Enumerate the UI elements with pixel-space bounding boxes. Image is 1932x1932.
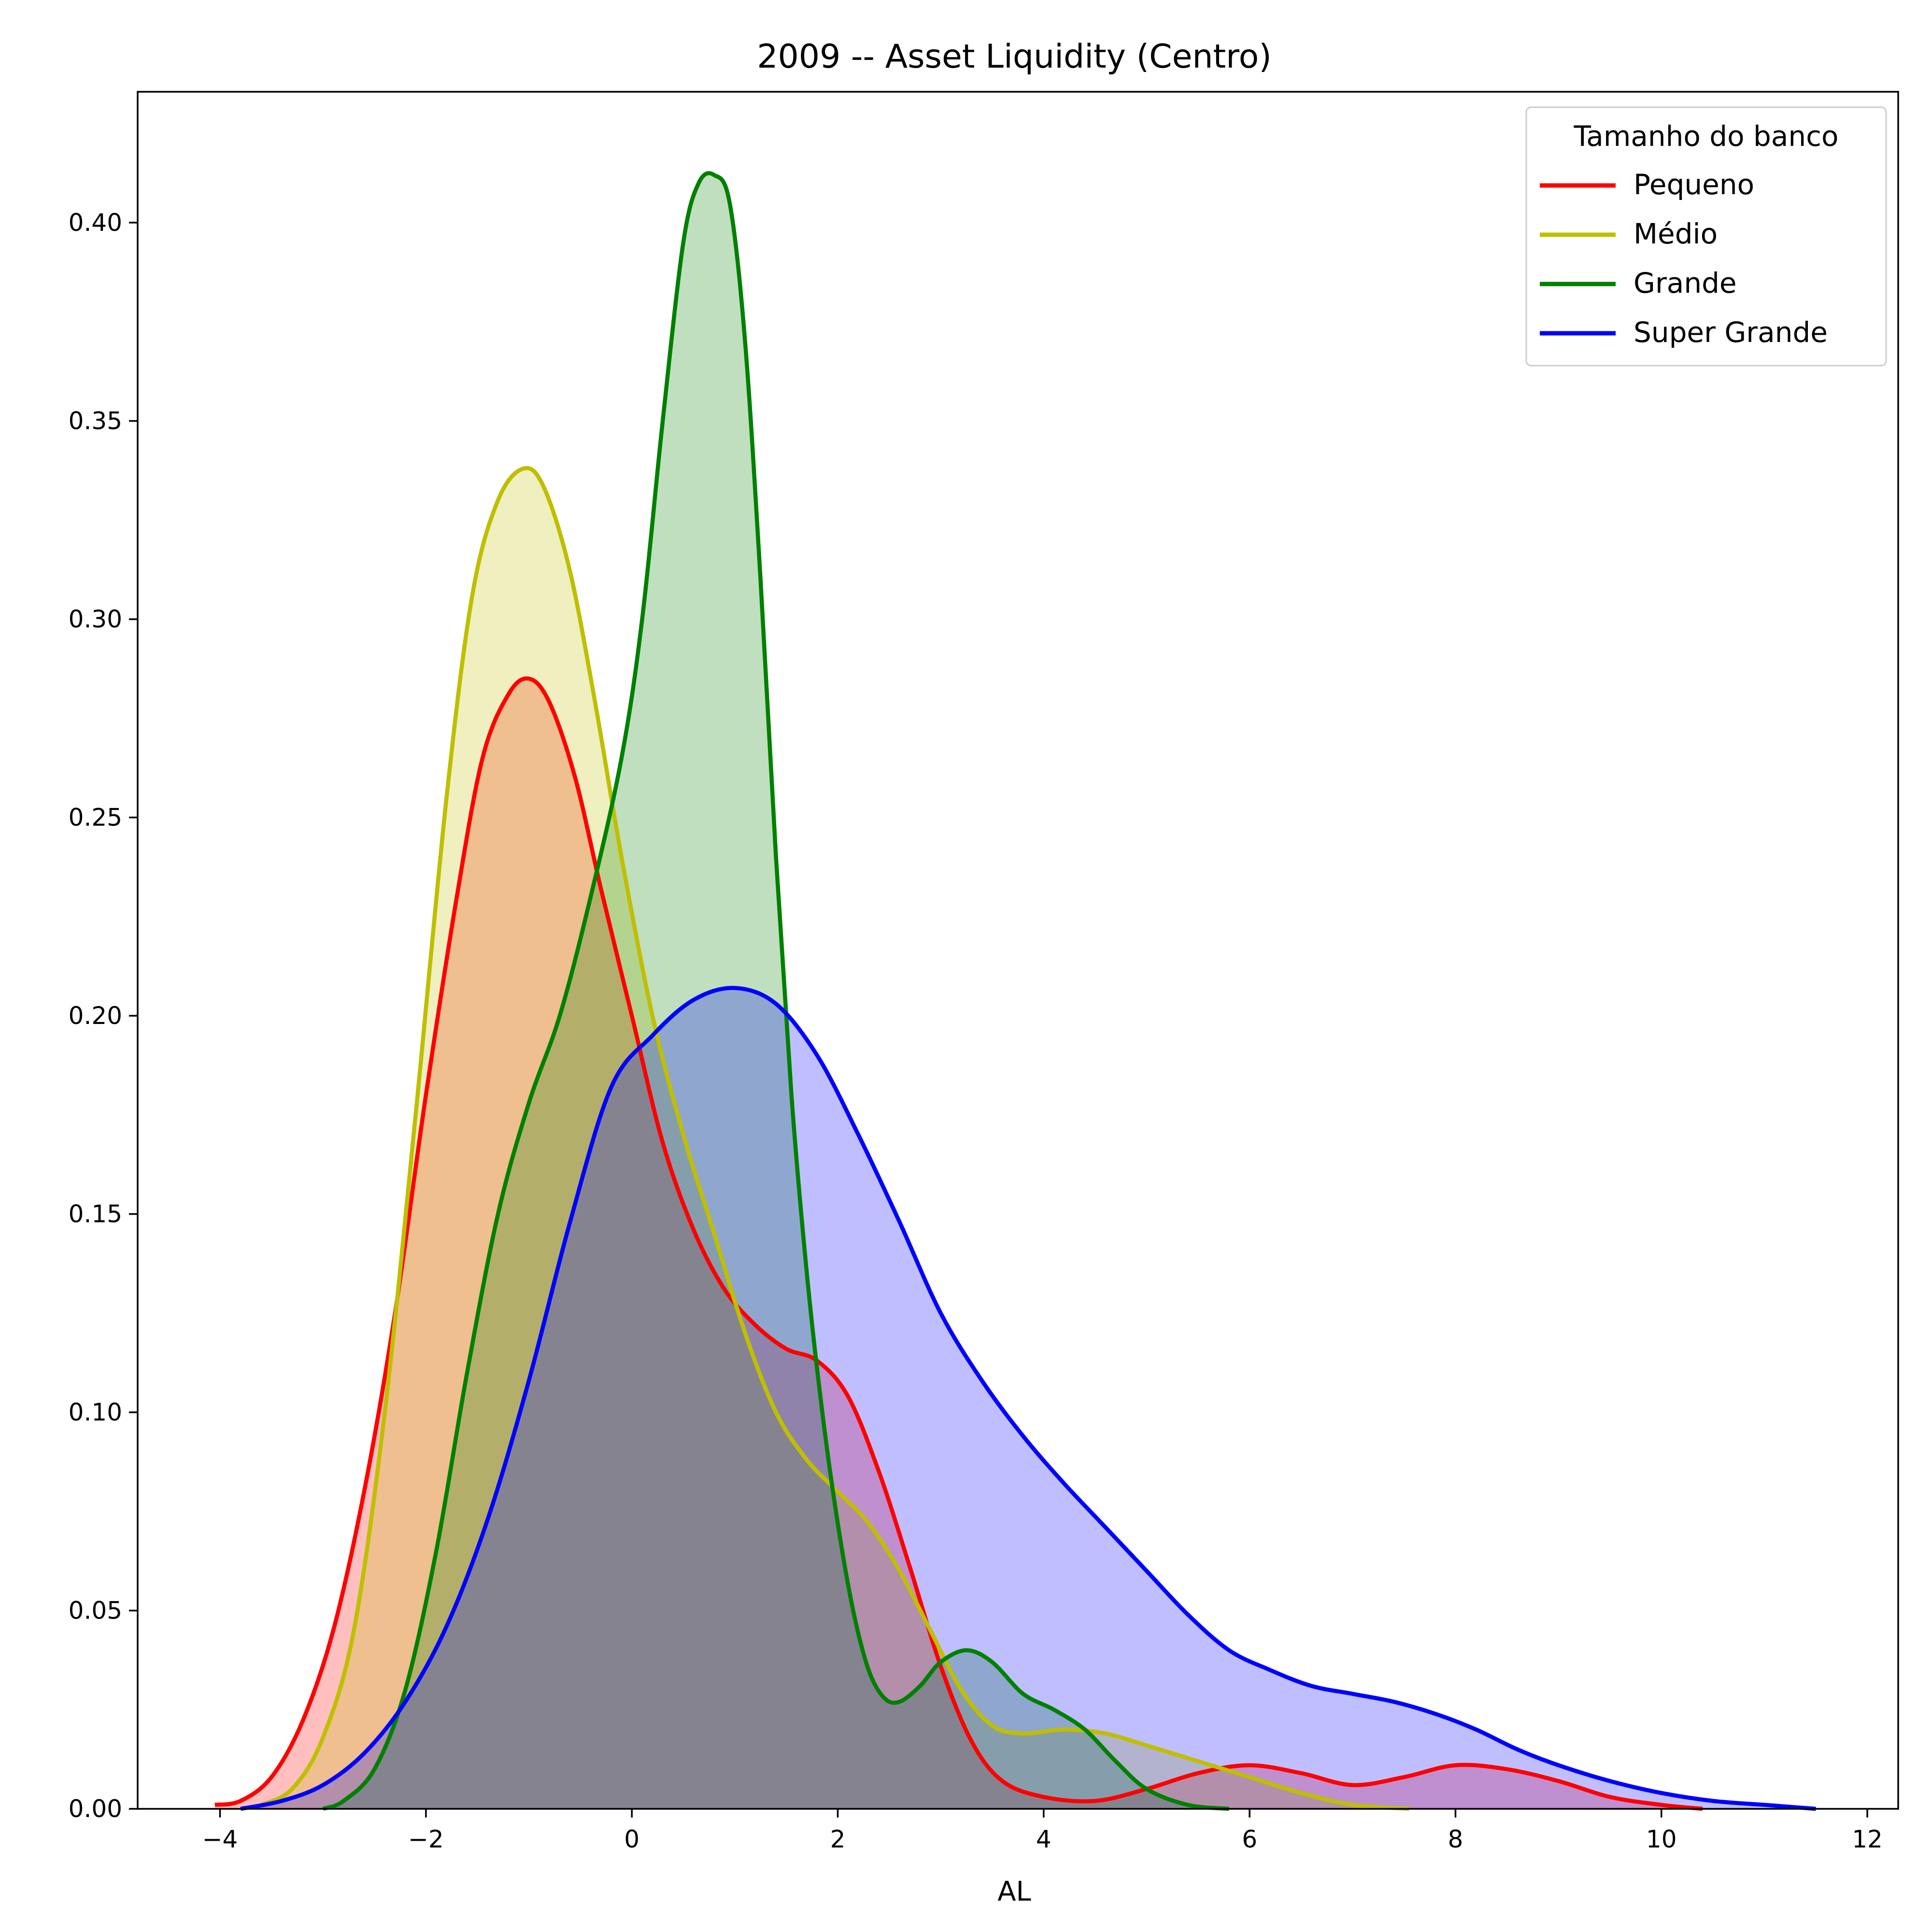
plot-frame (137, 91, 1899, 1810)
area-medio (261, 468, 1409, 1809)
y-tick-label: 0.40 (69, 209, 122, 237)
line-grande (322, 171, 1229, 1811)
line-super-grande (240, 986, 1816, 1811)
legend: Tamanho do banco Pequeno Médio Grande Super … (1525, 106, 1887, 367)
y-tick-label: 0.25 (69, 803, 122, 831)
x-tick-label: 10 (1646, 1825, 1677, 1853)
density-fills (214, 173, 1816, 1809)
x-axis-label: AL (997, 1876, 1031, 1907)
area-pequeno (214, 678, 1703, 1809)
x-tick-label: 6 (1242, 1825, 1257, 1853)
x-tick-label: 0 (624, 1825, 639, 1853)
area-grande (323, 173, 1229, 1809)
density-lines (214, 171, 1816, 1811)
legend-label: Pequeno (1634, 168, 1754, 201)
y-tick-label: 0.05 (69, 1596, 122, 1624)
x-tick-label: −4 (202, 1825, 238, 1853)
x-tick-label: 2 (830, 1825, 846, 1853)
chart-title: 2009 -- Asset Liquidity (Centro) (757, 38, 1272, 76)
y-tick-label: 0.35 (69, 407, 122, 435)
x-tick-label: 4 (1036, 1825, 1051, 1853)
line-medio (260, 466, 1409, 1811)
x-tick-label: 8 (1448, 1825, 1463, 1853)
y-axis: 0.00 0.05 0.10 0.15 0.20 0.25 0.30 0.35 0.40 (69, 209, 138, 1823)
y-tick-label: 0.10 (69, 1398, 122, 1426)
y-tick-label: 0.20 (69, 1002, 122, 1030)
legend-label: Médio (1634, 217, 1718, 250)
y-tick-label: 0.00 (69, 1795, 122, 1823)
x-axis: −4 −2 0 2 4 6 8 10 12 (202, 1809, 1883, 1853)
legend-box (1525, 106, 1887, 367)
x-tick-label: −2 (408, 1825, 444, 1853)
y-tick-label: 0.30 (69, 605, 122, 633)
legend-title: Tamanho do banco (1573, 120, 1838, 153)
x-tick-label: 12 (1852, 1825, 1883, 1853)
area-super-grande (241, 988, 1816, 1809)
legend-label: Grande (1634, 267, 1737, 299)
legend-label: Super Grande (1634, 316, 1828, 349)
y-tick-label: 0.15 (69, 1200, 122, 1228)
